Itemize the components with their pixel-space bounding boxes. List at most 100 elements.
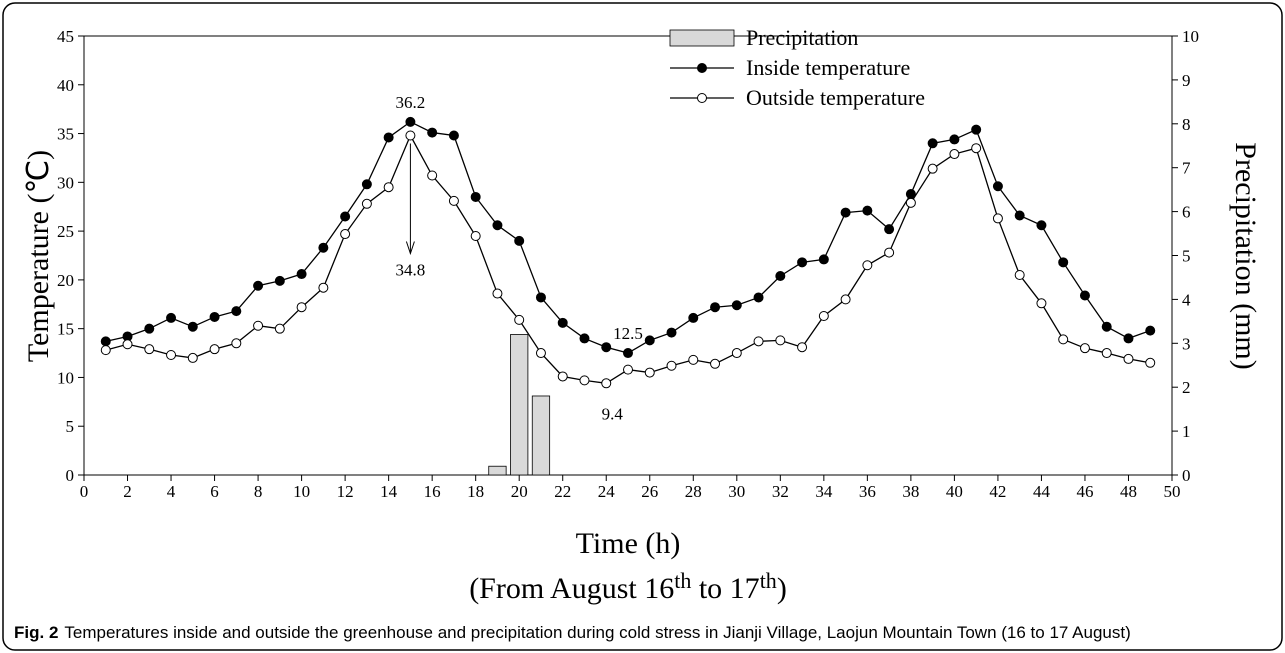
y-tick-label: 25 [57,222,74,241]
caption: Fig. 2 Temperatures inside and outside th… [14,623,1131,642]
marker [884,224,895,235]
y-tick-label: 35 [57,125,74,144]
marker [775,335,786,346]
marker [318,242,329,253]
x-axis-label: Time (h) [576,527,681,560]
y-tick-label: 15 [57,320,74,339]
x-tick-label: 18 [467,482,484,501]
marker [840,207,851,218]
marker [992,181,1003,192]
y2-tick-label: 5 [1182,247,1191,266]
marker [361,179,372,190]
marker [361,198,372,209]
x-tick-label: 16 [424,482,441,501]
marker [557,371,568,382]
annotation: 9.4 [602,404,624,423]
x-tick-label: 22 [554,482,571,501]
marker [1014,270,1025,281]
marker [448,130,459,141]
y-tick-label: 40 [57,76,74,95]
marker [992,213,1003,224]
y-axis-label: Temperature (℃) [22,150,55,362]
marker [1123,333,1134,344]
x-tick-label: 26 [641,482,658,501]
annotation: 34.8 [396,261,426,280]
marker [427,170,438,181]
marker [949,134,960,145]
marker [209,344,220,355]
marker [296,269,307,280]
marker [1014,210,1025,221]
marker [818,310,829,321]
y-tick-label: 5 [66,417,75,436]
marker [383,132,394,143]
marker [187,352,198,363]
bar [531,395,551,476]
marker [557,317,568,328]
marker [405,116,416,127]
marker [797,257,808,268]
line [105,134,1151,384]
marker [470,191,481,202]
marker [623,348,633,359]
marker [100,345,111,356]
marker [710,358,721,369]
marker [840,294,851,305]
y2-tick-label: 7 [1182,159,1191,178]
marker [492,220,503,231]
marker [253,280,264,291]
marker [1058,334,1069,345]
x-tick-label: 48 [1120,482,1137,501]
marker [710,302,721,313]
marker [144,323,155,334]
y2-tick-label: 9 [1182,71,1191,90]
marker [166,312,177,323]
marker [209,311,220,322]
marker [1145,357,1156,368]
marker [318,282,329,293]
line [105,121,1151,354]
y2-tick-label: 6 [1182,203,1191,222]
marker [1079,343,1090,354]
marker [862,205,873,216]
y2-tick-label: 0 [1182,466,1191,485]
marker [753,336,764,347]
marker [666,360,677,371]
marker [775,270,786,281]
marker [274,323,285,334]
x-axis-sublabel: (From August 16th to 17th) [469,568,787,605]
marker [927,138,938,149]
x-tick-label: 28 [685,482,702,501]
bar [488,465,507,476]
marker [122,339,133,350]
y-tick-label: 10 [57,368,74,387]
x-tick-label: 46 [1076,482,1093,501]
marker [971,124,982,135]
bar [510,334,529,476]
marker [296,302,307,313]
marker [1079,290,1090,301]
marker [514,314,525,325]
y2-tick-label: 4 [1182,290,1191,309]
x-tick-label: 12 [337,482,354,501]
legend-marker [697,93,707,103]
y2-axis-label: Precipitation (mm) [1229,142,1262,369]
y2-tick-label: 3 [1182,334,1191,353]
marker [448,195,459,206]
x-tick-label: 6 [210,482,219,501]
legend-label: Precipitation [746,25,858,50]
y-tick-label: 20 [57,271,74,290]
marker [731,300,742,311]
legend-marker [697,63,707,73]
marker [601,378,612,389]
marker [927,163,938,174]
marker [231,338,242,349]
marker [688,312,699,323]
marker [405,130,416,141]
marker [144,344,155,355]
plot-frame [83,35,1173,476]
marker [535,348,546,359]
marker [601,342,612,353]
marker [905,197,916,208]
marker [427,127,438,138]
